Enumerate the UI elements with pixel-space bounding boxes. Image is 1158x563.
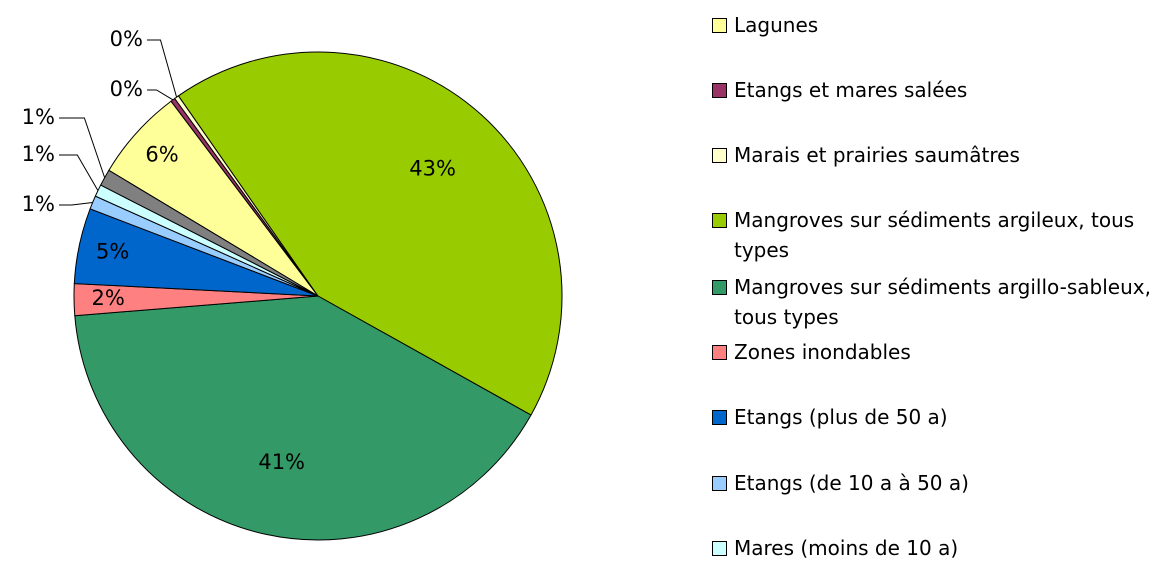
data-label: 6% [145,143,178,167]
legend-label: Mangroves sur sédiments argileux, tous t… [734,208,1135,262]
data-label: 41% [258,450,305,474]
legend-swatch [712,410,727,425]
leader-line [59,201,93,206]
chart: 6% 0% 0% 43% 41% 2% 5% 1% 1% 1% [22,27,563,541]
leader-line [59,117,106,178]
data-label: 1% [22,105,55,129]
data-label: 2% [92,286,125,310]
legend-item: Etangs et mares salées [712,75,1158,105]
legend-swatch [712,213,727,228]
data-label: 0% [110,27,143,51]
legend-swatch [712,476,727,491]
pie-slice [177,51,563,416]
legend-item: Mangroves sur sédiments argillo-sableux,… [712,272,1158,332]
legend-swatch [712,541,727,556]
legend-swatch [712,83,727,98]
data-label: 1% [22,142,55,166]
pie-slice [99,169,319,297]
leader-line [147,39,178,98]
legend-item: Mangroves sur sédiments argileux, tous t… [712,205,1158,265]
legend-item: Marais et prairies saumâtres [712,140,1158,170]
legend-item: Zones inondables [712,337,1158,367]
legend-label: Mangroves sur sédiments argillo-sableux,… [734,275,1151,329]
legend-label: Etangs (plus de 50 a) [734,405,948,429]
data-label: 5% [96,240,129,264]
legend-label: Lagunes [734,13,819,37]
legend-label: Etangs et mares salées [734,78,968,102]
legend-swatch [712,280,727,295]
legend-label: Mares (moins de 10 a) [734,536,959,560]
legend-swatch [712,148,727,163]
legend-swatch [712,345,727,360]
legend-item: Etangs (de 10 a à 50 a) [712,468,1158,498]
legend-item: Etangs (plus de 50 a) [712,402,1158,432]
legend-item: Mares (moins de 10 a) [712,533,1158,563]
legend-label: Marais et prairies saumâtres [734,143,1020,167]
leader-line [59,154,99,191]
leader-line [147,89,174,101]
pie-slice [74,295,532,541]
legend-label: Etangs (de 10 a à 50 a) [734,471,969,495]
legend-item: Lagunes [712,10,1158,40]
legend-swatch [712,18,727,33]
data-label: 0% [110,77,143,101]
data-label: 1% [22,192,55,216]
data-label: 43% [409,156,456,180]
legend-label: Zones inondables [734,340,911,364]
